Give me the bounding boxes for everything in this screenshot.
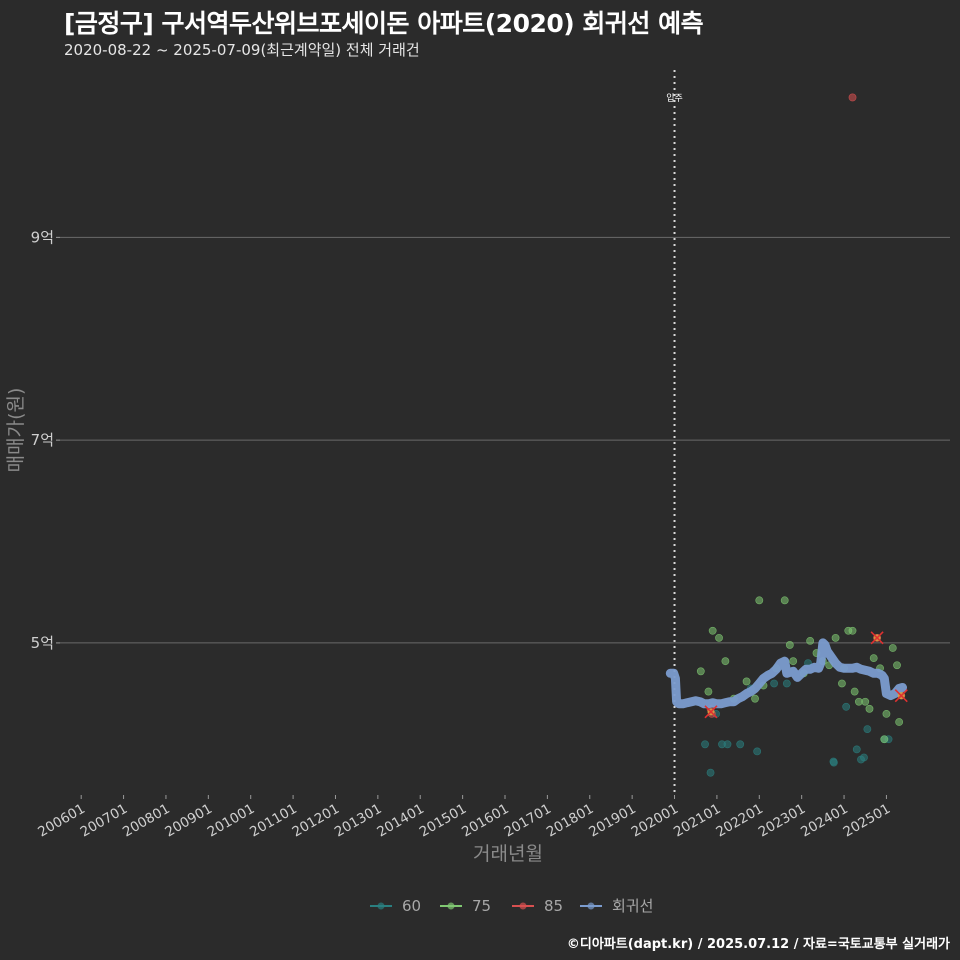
y-axis-title: 매매가(원) <box>5 388 27 473</box>
y-axis-ticks: 5억 7억 9억 <box>31 228 60 652</box>
x-tick-label-9: 201501 <box>417 801 470 841</box>
point-75-3 <box>715 633 723 642</box>
x-tick-label-1: 200701 <box>78 801 131 841</box>
point-75-2 <box>708 626 717 635</box>
chart-title: [금정구] 구서역두산위브포세이돈 아파트(2020) 회귀선 예측 <box>64 9 704 38</box>
point-60-9 <box>829 758 838 767</box>
chart-subtitle: 2020-08-22 ~ 2025-07-09(최근계약일) 전체 거래건 <box>64 41 420 59</box>
point-75-30 <box>893 661 901 670</box>
point-75-25 <box>869 654 878 663</box>
x-tick-label-18: 202401 <box>798 801 851 841</box>
point-60-10 <box>842 702 851 711</box>
legend-dot-1 <box>447 902 455 910</box>
highlight-x-0 <box>704 705 718 719</box>
point-75-9 <box>780 596 789 605</box>
point-60-19 <box>782 679 791 688</box>
point-75-4 <box>721 657 730 666</box>
y-tick-label-0: 5억 <box>31 634 54 652</box>
x-tick-label-6: 201201 <box>290 801 343 841</box>
point-75-27 <box>880 735 889 744</box>
x-tick-label-0: 200601 <box>35 801 88 841</box>
point-75-10 <box>785 641 794 649</box>
point-60-12 <box>863 725 872 733</box>
point-75-11 <box>789 657 798 666</box>
x-tick-label-7: 201301 <box>332 801 385 841</box>
move-in-line-group: 입주 <box>666 70 683 795</box>
x-tick-label-8: 201401 <box>374 801 427 841</box>
legend: 60 75 85 회귀선 <box>370 897 653 915</box>
point-75-5 <box>742 677 751 686</box>
point-75-23 <box>861 697 870 706</box>
legend-dot-2 <box>519 902 527 910</box>
x-tick-label-3: 200901 <box>162 801 215 841</box>
x-tick-label-11: 201701 <box>501 801 554 841</box>
x-tick-label-16: 202201 <box>713 801 766 841</box>
legend-dot-3 <box>587 902 595 910</box>
point-60-11 <box>852 745 861 754</box>
x-tick-label-13: 201901 <box>586 801 639 841</box>
point-60-4 <box>723 740 732 749</box>
x-tick-label-2: 200801 <box>120 801 173 841</box>
x-tick-label-4: 201001 <box>205 801 258 841</box>
point-75-21 <box>850 687 859 696</box>
x-tick-label-10: 201601 <box>459 801 512 841</box>
legend-label-0: 60 <box>402 897 421 915</box>
point-75-31 <box>895 718 904 726</box>
point-75-24 <box>865 704 874 713</box>
point-60-7 <box>770 679 779 688</box>
y-tick-label-2: 9억 <box>31 228 54 246</box>
x-tick-label-19: 202501 <box>841 801 894 841</box>
x-tick-label-14: 202001 <box>629 801 682 841</box>
point-60-5 <box>736 740 745 749</box>
point-75-7 <box>755 596 764 605</box>
point-75-20 <box>848 626 857 635</box>
point-60-6 <box>753 747 762 756</box>
point-75-16 <box>831 633 840 642</box>
point-75-17 <box>838 679 846 688</box>
point-60-0 <box>701 740 709 749</box>
legend-label-1: 75 <box>472 897 491 915</box>
point-75-1 <box>704 687 713 696</box>
point-75-12 <box>806 636 815 645</box>
point-75-6 <box>751 694 759 703</box>
regression-line <box>665 638 907 709</box>
x-axis-title: 거래년월 <box>473 843 543 865</box>
credit-text: ©디아파트(dapt.kr) / 2025.07.12 / 자료=국토교통부 실… <box>566 937 950 952</box>
x-tick-label-17: 202301 <box>756 801 809 841</box>
point-75-0 <box>696 667 705 676</box>
highlight-x-2 <box>894 689 908 703</box>
x-tick-label-12: 201801 <box>544 801 597 841</box>
move-in-label: 입주 <box>666 92 683 104</box>
point-85-0 <box>848 93 857 102</box>
highlight-x-1 <box>870 631 884 645</box>
x-tick-label-15: 202101 <box>671 801 724 841</box>
x-axis-ticks: 2006012007012008012009012010012011012012… <box>35 795 893 840</box>
point-60-1 <box>706 768 715 777</box>
y-tick-label-1: 7억 <box>31 431 54 449</box>
legend-label-3: 회귀선 <box>612 897 653 915</box>
legend-label-2: 85 <box>544 897 563 915</box>
legend-dot-0 <box>377 902 385 910</box>
highlight-marks <box>704 631 908 719</box>
point-75-29 <box>888 644 897 652</box>
x-tick-label-5: 201101 <box>247 801 300 841</box>
point-75-28 <box>882 709 891 718</box>
point-60-16 <box>860 753 868 762</box>
grid-lines <box>60 236 950 644</box>
regression-path <box>665 638 907 709</box>
